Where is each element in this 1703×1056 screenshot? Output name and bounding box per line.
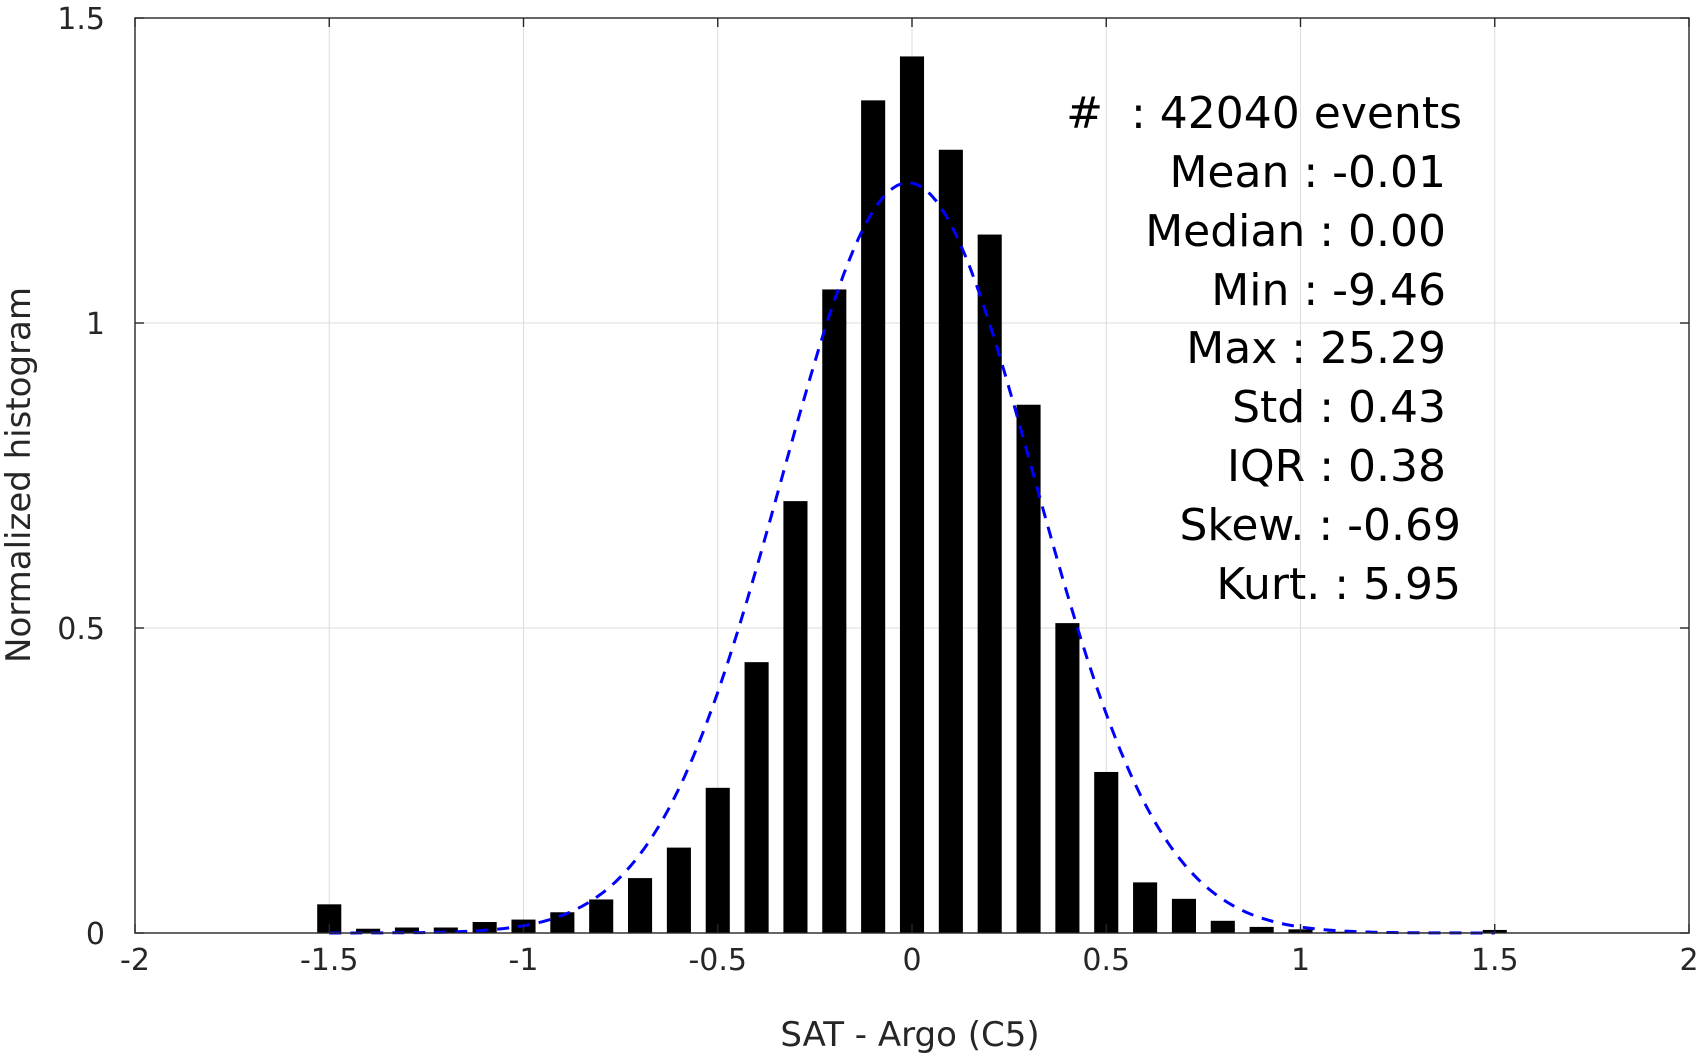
x-tick-label: 0.5: [1082, 943, 1130, 978]
histogram-bar: [472, 922, 497, 933]
histogram-bar: [1210, 920, 1235, 933]
y-tick-label: 1: [86, 307, 105, 342]
tick-labels: -2 -1.5 -1 -0.5 0 0.5 1 1.5 2 0 0.5 1 1.5: [57, 2, 1698, 978]
y-tick-label: 1.5: [57, 2, 105, 37]
stats-min: Min : -9.46: [1211, 265, 1446, 316]
x-axis-label: SAT - Argo (C5): [780, 1015, 1039, 1055]
histogram-bar: [899, 56, 925, 934]
x-tick-label: 2: [1679, 943, 1698, 978]
y-tick-label: 0: [86, 917, 105, 952]
stats-iqr: IQR : 0.38: [1227, 441, 1446, 492]
stats-std: Std : 0.43: [1232, 382, 1446, 433]
histogram-bar: [1249, 926, 1274, 933]
histogram-bar: [705, 787, 730, 933]
histogram-bar: [1016, 404, 1041, 933]
stats-kurt: Kurt. : 5.95: [1216, 559, 1461, 610]
y-axis-label: Normalized histogram: [0, 287, 39, 663]
histogram-bar: [356, 928, 381, 933]
stats-median: Median : 0.00: [1145, 206, 1446, 257]
x-tick-label: 0: [902, 943, 921, 978]
histogram-bar: [938, 149, 963, 933]
histogram-bar: [977, 234, 1002, 934]
histogram-bar: [550, 912, 575, 933]
histogram-bar: [822, 289, 847, 933]
histogram-bar: [394, 927, 419, 933]
stats-skew: Skew. : -0.69: [1180, 500, 1462, 551]
x-tick-label: -2: [120, 943, 150, 978]
histogram-bar: [589, 899, 614, 933]
y-tick-label: 0.5: [57, 612, 105, 647]
histogram-bar: [1055, 623, 1080, 933]
histogram-bar: [744, 662, 769, 933]
histogram-bar: [1171, 898, 1196, 933]
axes: [134, 17, 1690, 934]
histogram-bar: [783, 501, 808, 933]
x-tick-label: -0.5: [688, 943, 747, 978]
histogram-bar: [666, 847, 691, 933]
stats-box: # : 42040 events Mean : -0.01 Median : 0…: [1066, 88, 1462, 610]
histogram-bars: [317, 56, 1507, 934]
histogram-bar: [628, 878, 653, 933]
stats-mean: Mean : -0.01: [1169, 147, 1446, 198]
x-tick-label: -1: [509, 943, 539, 978]
histogram-bar: [1094, 771, 1119, 933]
histogram-bar: [433, 927, 458, 933]
x-tick-label: -1.5: [300, 943, 359, 978]
x-tick-label: 1: [1291, 943, 1310, 978]
stats-max: Max : 25.29: [1186, 323, 1446, 374]
histogram-bar: [861, 100, 886, 934]
histogram-bar: [1133, 882, 1158, 933]
stats-events: # : 42040 events: [1066, 88, 1462, 139]
x-tick-label: 1.5: [1471, 943, 1519, 978]
